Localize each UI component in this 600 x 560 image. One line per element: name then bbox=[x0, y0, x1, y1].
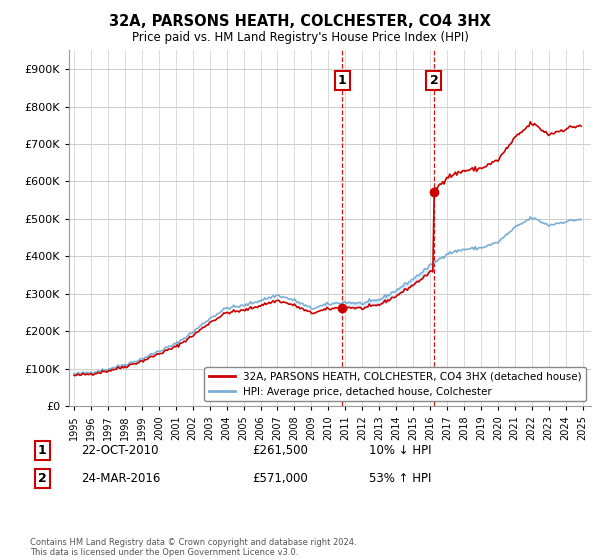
HPI: Average price, detached house, Colchester: (2e+03, 8.61e+04): Average price, detached house, Colcheste… bbox=[70, 370, 77, 377]
Text: 2: 2 bbox=[38, 472, 46, 486]
Text: 2: 2 bbox=[430, 74, 438, 87]
Text: 53% ↑ HPI: 53% ↑ HPI bbox=[369, 472, 431, 486]
Text: 1: 1 bbox=[38, 444, 46, 458]
HPI: Average price, detached house, Colchester: (2.02e+03, 4.88e+05): Average price, detached house, Colcheste… bbox=[552, 220, 559, 227]
HPI: Average price, detached house, Colchester: (2e+03, 2.62e+05): Average price, detached house, Colcheste… bbox=[223, 305, 230, 311]
32A, PARSONS HEATH, COLCHESTER, CO4 3HX (detached house) bbox=[248, 305, 256, 312]
HPI: Average price, detached house, Colchester: (2.02e+03, 5.05e+05): Average price, detached house, Colcheste… bbox=[527, 213, 534, 220]
Legend: 32A, PARSONS HEATH, COLCHESTER, CO4 3HX (detached house), HPI: Average price, de: 32A, PARSONS HEATH, COLCHESTER, CO4 3HX … bbox=[205, 367, 586, 401]
Text: £571,000: £571,000 bbox=[252, 472, 308, 486]
32A, PARSONS HEATH, COLCHESTER, CO4 3HX (detached house) bbox=[240, 306, 247, 313]
Text: 32A, PARSONS HEATH, COLCHESTER, CO4 3HX: 32A, PARSONS HEATH, COLCHESTER, CO4 3HX bbox=[109, 14, 491, 29]
32A, PARSONS HEATH, COLCHESTER, CO4 3HX (detached house) bbox=[552, 128, 559, 135]
Text: 1: 1 bbox=[338, 74, 346, 87]
Text: 22-OCT-2010: 22-OCT-2010 bbox=[81, 444, 158, 458]
32A, PARSONS HEATH, COLCHESTER, CO4 3HX (detached house) bbox=[223, 309, 230, 316]
32A, PARSONS HEATH, COLCHESTER, CO4 3HX (detached house) bbox=[70, 372, 77, 379]
HPI: Average price, detached house, Colchester: (2.02e+03, 4.97e+05): Average price, detached house, Colcheste… bbox=[578, 216, 585, 223]
Line: HPI: Average price, detached house, Colchester: HPI: Average price, detached house, Colc… bbox=[74, 217, 581, 374]
Text: 24-MAR-2016: 24-MAR-2016 bbox=[81, 472, 160, 486]
HPI: Average price, detached house, Colchester: (2e+03, 1.2e+05): Average price, detached house, Colcheste… bbox=[134, 357, 141, 364]
HPI: Average price, detached house, Colchester: (2e+03, 8.51e+04): Average price, detached house, Colcheste… bbox=[72, 371, 79, 377]
Line: 32A, PARSONS HEATH, COLCHESTER, CO4 3HX (detached house): 32A, PARSONS HEATH, COLCHESTER, CO4 3HX … bbox=[74, 122, 581, 376]
Text: £261,500: £261,500 bbox=[252, 444, 308, 458]
HPI: Average price, detached house, Colchester: (2e+03, 2.69e+05): Average price, detached house, Colcheste… bbox=[240, 302, 247, 309]
32A, PARSONS HEATH, COLCHESTER, CO4 3HX (detached house) bbox=[72, 372, 79, 379]
HPI: Average price, detached house, Colchester: (2.01e+03, 2.76e+05): Average price, detached house, Colcheste… bbox=[293, 300, 301, 306]
32A, PARSONS HEATH, COLCHESTER, CO4 3HX (detached house) bbox=[578, 123, 585, 129]
32A, PARSONS HEATH, COLCHESTER, CO4 3HX (detached house) bbox=[134, 360, 141, 366]
HPI: Average price, detached house, Colchester: (2.01e+03, 2.73e+05): Average price, detached house, Colcheste… bbox=[248, 301, 256, 307]
Text: Price paid vs. HM Land Registry's House Price Index (HPI): Price paid vs. HM Land Registry's House … bbox=[131, 31, 469, 44]
Text: Contains HM Land Registry data © Crown copyright and database right 2024.
This d: Contains HM Land Registry data © Crown c… bbox=[30, 538, 356, 557]
32A, PARSONS HEATH, COLCHESTER, CO4 3HX (detached house) bbox=[293, 304, 301, 311]
32A, PARSONS HEATH, COLCHESTER, CO4 3HX (detached house) bbox=[527, 118, 534, 125]
Text: 10% ↓ HPI: 10% ↓ HPI bbox=[369, 444, 431, 458]
